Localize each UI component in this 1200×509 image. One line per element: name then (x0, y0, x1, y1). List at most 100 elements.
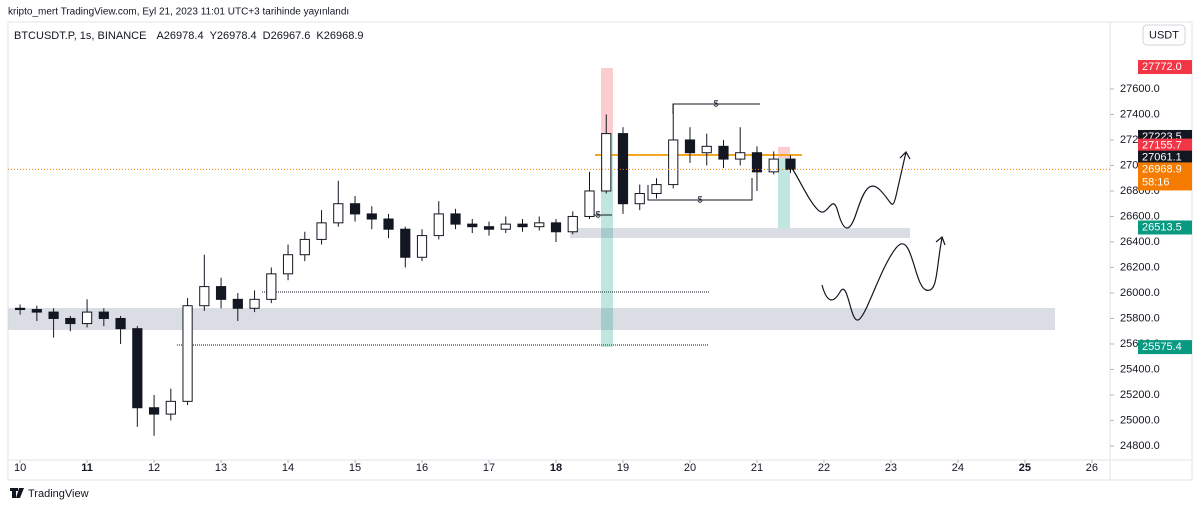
price-tag (1138, 220, 1192, 235)
candle-body (517, 223, 528, 228)
currency-button[interactable] (1142, 24, 1186, 46)
candle-body (199, 286, 210, 307)
x-tick-label: 10 (14, 462, 26, 474)
candle-body (232, 298, 243, 309)
y-tick-label: 25800.0 (1120, 312, 1160, 324)
projection-curve (789, 151, 911, 229)
countdown: 58:16 (1142, 176, 1170, 188)
candle-body (534, 222, 545, 228)
candle-body (81, 311, 93, 325)
price-tag-label: 26968.9 (1142, 163, 1182, 175)
x-tick-label: 15 (349, 462, 361, 474)
zone (570, 228, 910, 238)
price-tag (1138, 138, 1192, 153)
candle-body (31, 309, 42, 313)
reward-box (778, 158, 790, 228)
candle-body (550, 222, 562, 233)
x-tick-label: 24 (952, 462, 964, 474)
y-tick-label: 26000.0 (1120, 287, 1160, 299)
candle-body (668, 139, 679, 186)
candle-body (215, 286, 227, 300)
candle-body (165, 400, 176, 415)
x-tick-label: 23 (885, 462, 897, 474)
price-tag (1138, 60, 1192, 75)
price-tag (1138, 162, 1192, 191)
x-tick-label: 20 (684, 462, 696, 474)
candle-body (65, 317, 76, 325)
y-tick-label: 26600.0 (1120, 210, 1160, 222)
price-tag-label: 27155.7 (1142, 140, 1182, 152)
risk-box (601, 68, 613, 135)
x-tick-label: 18 (550, 462, 562, 474)
ohlc-key: D (263, 30, 271, 42)
y-tick-label: 25200.0 (1120, 389, 1160, 401)
y-tick-label: 26200.0 (1120, 261, 1160, 273)
candle-body (701, 145, 712, 154)
x-tick-label: 13 (215, 462, 227, 474)
x-tick-label: 14 (282, 462, 294, 474)
price-tag-label: 25575.4 (1142, 341, 1182, 353)
candle-body (14, 307, 26, 311)
price-tag-label: 27772.0 (1142, 61, 1182, 73)
price-tag-label: 26513.5 (1142, 221, 1182, 233)
candle-body (751, 152, 763, 173)
symbol: BTCUSDT.P, 1s, BINANCE (14, 30, 146, 42)
candle-body (115, 317, 126, 330)
candle-body (735, 152, 746, 160)
y-tick-label: 25400.0 (1120, 363, 1160, 375)
candle-body (148, 407, 160, 415)
price-tag (1138, 340, 1192, 355)
candle-body (768, 158, 779, 173)
candle-body (634, 193, 645, 205)
logo: TradingView (10, 488, 89, 500)
ohlc-key: Y (210, 30, 218, 42)
candle-body (718, 145, 729, 160)
frame (7, 21, 1193, 481)
candle-body (450, 213, 461, 225)
candle-body (383, 218, 394, 230)
x-tick-label: 16 (416, 462, 428, 474)
candle-body (584, 190, 595, 217)
ohlc-legend: BTCUSDT.P, 1s, BINANCE A26978.4 Y26978.4 D2… (14, 30, 364, 42)
y-tick-label: 25000.0 (1120, 414, 1160, 426)
liquidity-label: $ (713, 98, 718, 108)
candle-body (349, 203, 361, 215)
candle-body (684, 139, 696, 154)
price-tag-label: 27061.1 (1142, 152, 1182, 164)
ohlc-key: K (316, 30, 324, 42)
x-tick-label: 25 (1019, 462, 1031, 474)
y-tick-label: 27400.0 (1120, 108, 1160, 120)
candle-body (617, 133, 629, 205)
candle-body (651, 184, 662, 195)
logo-icon (10, 488, 24, 498)
candle-body (467, 223, 478, 228)
price-tag (1138, 150, 1192, 165)
candle-body (48, 311, 59, 319)
candle-body (182, 305, 193, 402)
candle-body (132, 328, 143, 409)
y-tick-label: 24800.0 (1120, 440, 1160, 452)
projection-curve (821, 235, 946, 321)
candle-body (433, 213, 444, 237)
ohlc-key: A (156, 30, 164, 42)
liquidity-label: $ (697, 194, 702, 204)
x-tick-label: 21 (751, 462, 763, 474)
x-tick-label: 26 (1086, 462, 1098, 474)
x-tick-label: 12 (148, 462, 160, 474)
y-tick-label: 27600.0 (1120, 83, 1160, 95)
candle-body (249, 298, 260, 309)
candle-body (416, 235, 428, 258)
candle-body (400, 228, 411, 258)
candle-body (601, 133, 612, 192)
ohlc-value: 26978.4 (217, 30, 257, 42)
candle-body (266, 273, 277, 300)
x-tick-label: 19 (617, 462, 629, 474)
candle-body (500, 223, 511, 230)
liquidity-line (647, 178, 753, 201)
candle-body (282, 254, 294, 275)
candle-body (567, 215, 578, 233)
y-tick-label: 26400.0 (1120, 236, 1160, 248)
candle-body (483, 226, 495, 230)
